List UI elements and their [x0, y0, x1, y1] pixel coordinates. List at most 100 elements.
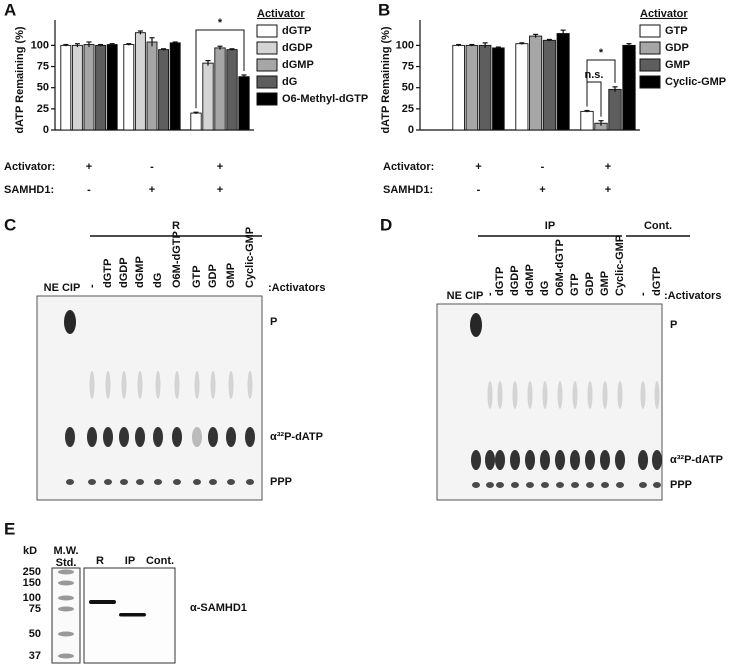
- ladder-band: [58, 580, 74, 586]
- spot: [555, 450, 565, 470]
- lane-label: GDP: [584, 272, 596, 296]
- spot: [585, 450, 595, 470]
- bar: [608, 88, 622, 131]
- lane-label: Cyclic-GMP: [244, 227, 256, 288]
- bar: [226, 49, 238, 131]
- bar: [202, 62, 214, 131]
- marker-label: 100: [23, 592, 41, 604]
- panel-label: A: [4, 0, 16, 19]
- spot: [103, 427, 113, 447]
- spot: [227, 479, 235, 485]
- spot: [557, 381, 563, 409]
- spot: [526, 482, 534, 488]
- marker-label: 75: [29, 603, 41, 615]
- y-tick-label: 75: [402, 60, 414, 72]
- panel-label: B: [378, 0, 390, 19]
- lane-label: Cyclic-GMP: [614, 235, 626, 296]
- spot: [570, 450, 580, 470]
- lane-label: -: [484, 292, 496, 296]
- spot: [155, 371, 161, 399]
- legend-swatch: [639, 75, 661, 89]
- condition-label: Activator:: [383, 161, 434, 173]
- bar: [542, 39, 556, 131]
- lane-label: dGMP: [134, 256, 146, 288]
- lane-label: -: [86, 284, 98, 288]
- spot: [472, 482, 480, 488]
- spot: [602, 381, 608, 409]
- spot: [87, 427, 97, 447]
- ladder-band: [58, 569, 74, 575]
- spot: [153, 427, 163, 447]
- spot: [246, 479, 254, 485]
- condition-label: SAMHD1:: [383, 184, 433, 196]
- condition-value: +: [86, 161, 92, 173]
- legend-title: Activator: [257, 8, 305, 20]
- spot: [247, 371, 253, 399]
- band-label: P: [670, 319, 677, 331]
- group-label: IP: [545, 220, 555, 232]
- spot: [135, 427, 145, 447]
- lane-label: dGTP: [102, 259, 114, 288]
- bar: [83, 44, 95, 131]
- bar: [465, 44, 479, 131]
- bar: [123, 44, 135, 131]
- lane-label: dGTP: [651, 267, 663, 296]
- lane-label: Cont.: [146, 555, 174, 567]
- significance-bracket: [195, 29, 245, 109]
- significance-label: n.s.: [585, 69, 604, 81]
- antibody-label: α-SAMHD1: [190, 602, 247, 614]
- spot: [511, 482, 519, 488]
- legend-swatch: [639, 58, 661, 72]
- spot: [66, 479, 74, 485]
- bar: [214, 47, 226, 131]
- legend-swatch: [256, 58, 278, 72]
- group-label: R: [172, 220, 180, 232]
- spot: [88, 479, 96, 485]
- band-label: P: [270, 316, 277, 328]
- lane-label: -: [637, 292, 649, 296]
- spot: [487, 381, 493, 409]
- spot: [572, 381, 578, 409]
- spot: [497, 381, 503, 409]
- spot: [209, 479, 217, 485]
- lane-label: dGDP: [509, 265, 521, 296]
- legend-swatch: [256, 24, 278, 38]
- spot: [571, 482, 579, 488]
- legend-label: dGMP: [282, 59, 314, 71]
- spot: [89, 371, 95, 399]
- legend-label: O6-Methyl-dGTP: [282, 93, 368, 105]
- y-tick-label: 0: [408, 124, 414, 136]
- spot: [154, 479, 162, 485]
- blot-band: [119, 613, 146, 617]
- lane-label: dG: [152, 273, 164, 288]
- spot: [496, 482, 504, 488]
- condition-label: SAMHD1:: [4, 184, 54, 196]
- lane-label: NE CIP: [44, 282, 81, 294]
- spot: [616, 482, 624, 488]
- spot: [194, 371, 200, 399]
- spot: [654, 381, 660, 409]
- bar: [190, 112, 202, 131]
- ladder-band: [58, 595, 74, 601]
- lane-label: NE CIP: [447, 290, 484, 302]
- spot: [653, 482, 661, 488]
- condition-value: -: [150, 161, 154, 173]
- legend-label: dGTP: [282, 25, 311, 37]
- condition-value: +: [605, 161, 611, 173]
- legend-label: GMP: [665, 59, 690, 71]
- spot: [471, 450, 481, 470]
- spot: [192, 427, 202, 447]
- significance-bracket: [586, 59, 616, 107]
- condition-value: +: [149, 184, 155, 196]
- spot: [542, 381, 548, 409]
- ladder-label: Std.: [56, 557, 77, 569]
- bar: [529, 35, 543, 131]
- band-label: α³²P-dATP: [270, 431, 323, 443]
- spot: [105, 371, 111, 399]
- lane-label: R: [96, 555, 104, 567]
- spot: [512, 381, 518, 409]
- legend-title: Activator: [640, 8, 688, 20]
- spot: [601, 482, 609, 488]
- spot: [174, 371, 180, 399]
